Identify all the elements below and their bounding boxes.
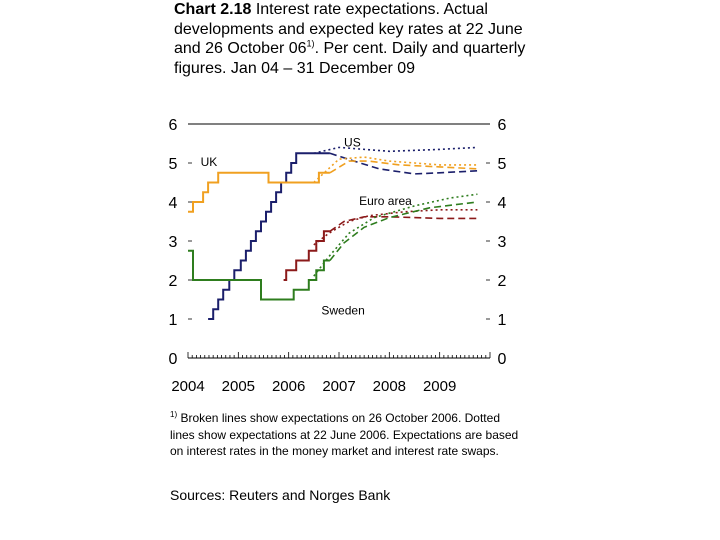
chart-title-footnote-ref: 1)	[306, 38, 315, 49]
x-tick-label: 2008	[373, 378, 406, 395]
y-tick-label-right: 2	[498, 273, 507, 290]
y-tick-label-right: 3	[498, 234, 507, 251]
series-line-uk	[188, 171, 330, 213]
x-tick-label: 2004	[171, 378, 204, 395]
x-tick-label: 2007	[322, 378, 355, 395]
series-line-uk-expectations-26-october-2006	[329, 160, 478, 174]
y-tick-label-left: 1	[169, 312, 178, 329]
series-line-us-expectations-26-october-2006	[329, 152, 478, 175]
footnote-marker: 1)	[170, 410, 178, 419]
y-tick-label-right: 6	[498, 117, 507, 134]
y-tick-label-right: 0	[498, 351, 507, 368]
series-line-us	[208, 152, 330, 320]
x-tick-label: 2006	[272, 378, 305, 395]
y-tick-label-left: 0	[169, 351, 178, 368]
footnote: 1) Broken lines show expectations on 26 …	[170, 410, 520, 460]
series-label-sweden: Sweden	[321, 303, 364, 317]
series-line-sweden	[188, 249, 330, 301]
y-tick-label-right: 5	[498, 156, 507, 173]
series-line-sweden-expectations-22-june-2006	[313, 193, 478, 277]
x-tick-label: 2005	[222, 378, 255, 395]
line-chart: 2004 2005 2006 2007 2008 2009 0 0 1 1 2 2 3 3 4 4 5 5 6 6 US…	[169, 117, 507, 395]
sources-note: Sources: Reuters and Norges Bank	[170, 487, 391, 503]
y-tick-label-left: 2	[169, 273, 178, 290]
chart-title-text: Interest rate expectations. Actual devel…	[174, 1, 523, 57]
chart-number: Chart 2.18	[174, 1, 252, 18]
series-label-us: US	[344, 136, 361, 150]
y-tick-label-left: 5	[169, 156, 178, 173]
series-line-sweden-expectations-26-october-2006	[329, 201, 478, 262]
chart-title: Chart 2.18 Interest rate expectations. A…	[174, 0, 534, 78]
y-tick-label-right: 4	[498, 195, 507, 212]
y-tick-label-left: 6	[169, 117, 178, 134]
series-label-uk: UK	[201, 155, 218, 169]
series-line-euro-area-expectations-22-june-2006	[313, 209, 478, 246]
footnote-text: Broken lines show expectations on 26 Oct…	[170, 411, 519, 458]
series-label-euro-area: Euro area	[359, 194, 412, 208]
series-line-uk-expectations-22-june-2006	[313, 156, 478, 184]
x-tick-label: 2009	[423, 378, 456, 395]
series-line-euro-area	[283, 230, 330, 281]
series-line-us-expectations-22-june-2006	[313, 146, 478, 155]
y-tick-label-left: 3	[169, 234, 178, 251]
y-tick-label-left: 4	[169, 195, 178, 212]
series-line-euro-area-expectations-26-october-2006	[329, 216, 478, 232]
y-tick-label-right: 1	[498, 312, 507, 329]
chart-title-text-end: . Per cent. Daily and quarterly figures.…	[174, 40, 526, 77]
